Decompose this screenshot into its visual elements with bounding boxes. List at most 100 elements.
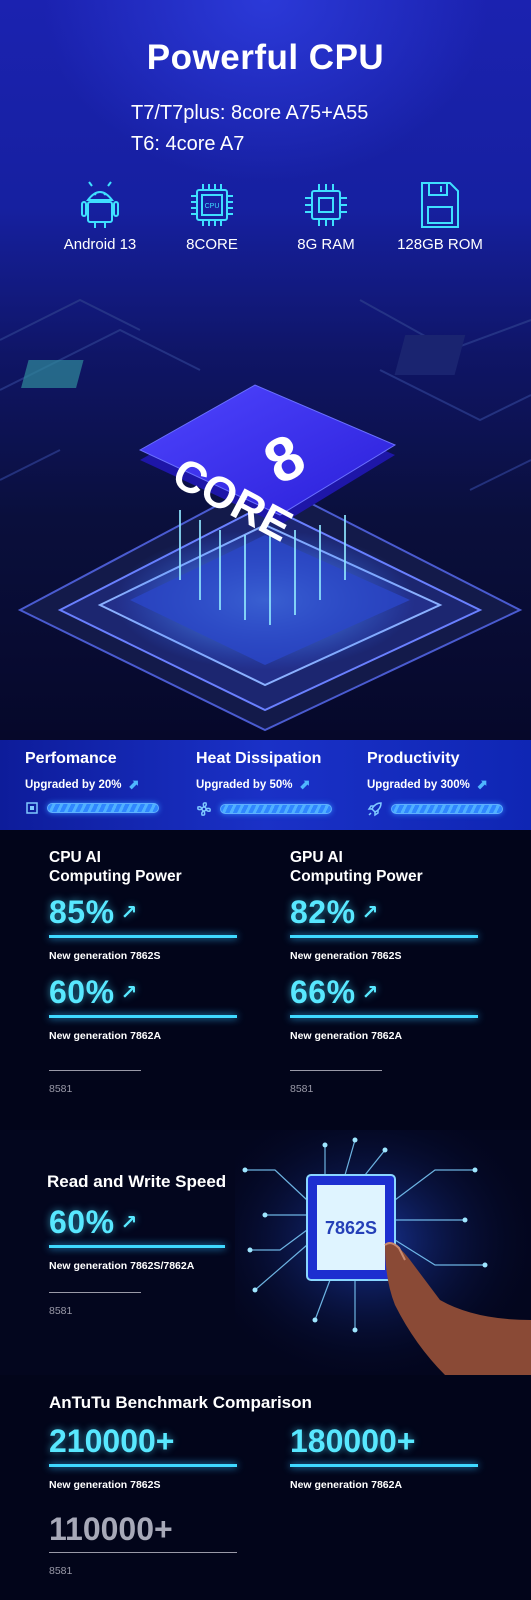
rw-value: 60% ↗ xyxy=(49,1204,239,1241)
spec-label: 8CORE xyxy=(186,236,238,253)
antutu-bar xyxy=(49,1552,237,1553)
rw-bar-8581 xyxy=(49,1292,141,1293)
rw-chip-text: 7862S xyxy=(325,1218,377,1238)
stat-subtitle: Upgraded by 300% ⬈ xyxy=(367,776,531,793)
value-text: 60% xyxy=(49,1204,115,1240)
value-text: 60% xyxy=(49,974,115,1010)
label-7862a: New generation 7862A xyxy=(290,1030,403,1042)
label-7862a: New generation 7862A xyxy=(49,1030,162,1042)
stat-title: Productivity xyxy=(367,750,460,767)
stat-subtitle: Upgraded by 20% ⬈ xyxy=(25,776,190,793)
fan-icon xyxy=(197,802,211,816)
spec-ram: 8G RAM xyxy=(266,180,386,253)
antutu-value: 110000+ xyxy=(49,1511,173,1547)
value-7862s: 85% ↗ xyxy=(49,894,249,931)
cpu-spec-line-1: T7/T7plus: 8core A75+A55 xyxy=(131,102,369,124)
spec-cpu: CPU 8CORE xyxy=(152,180,272,253)
antutu-title: AnTuTu Benchmark Comparison xyxy=(49,1393,312,1412)
stat-title: Perfomance xyxy=(25,750,117,767)
rocket-icon xyxy=(367,802,382,817)
antutu-section: AnTuTu Benchmark Comparison 210000+ New … xyxy=(0,1375,531,1600)
stat-title: Heat Dissipation xyxy=(196,750,322,767)
cpu-chip-icon: CPU xyxy=(191,184,233,226)
antutu-value: 180000+ xyxy=(290,1423,416,1459)
stat-sub-text: Upgraded by 300% xyxy=(367,778,470,791)
antutu-label: New generation 7862A xyxy=(290,1479,403,1491)
chip-icon xyxy=(26,802,38,814)
title-line-2: Computing Power xyxy=(49,868,182,885)
rw-title: Read and Write Speed xyxy=(47,1172,227,1191)
ai-computing-section: CPU AI Computing Power 85% ↗ New generati… xyxy=(0,830,531,1130)
stat-progress-bar xyxy=(391,804,503,814)
title-line-2: Computing Power xyxy=(290,868,423,885)
cpu-ai-column: CPU AI Computing Power 85% ↗ New generati… xyxy=(49,848,249,1095)
sd-card-icon xyxy=(421,182,459,228)
gpu-ai-title: GPU AI Computing Power xyxy=(290,848,490,886)
spec-label: 128GB ROM xyxy=(397,236,483,253)
stat-progress-bar xyxy=(220,804,332,814)
antutu-label: New generation 7862S xyxy=(49,1479,161,1491)
spec-rom: 128GB ROM xyxy=(380,180,500,253)
arrow-up-icon: ↗ xyxy=(120,902,138,924)
stat-bar-row xyxy=(25,801,190,815)
stat-heat-dissipation: Heat Dissipation Upgraded by 50% ⬈ xyxy=(196,750,361,817)
read-write-section: 7862S Read and Write Speed 60% ↗ New gene… xyxy=(0,1130,531,1375)
stat-progress-bar xyxy=(47,803,159,813)
antutu-label: 8581 xyxy=(49,1565,73,1577)
cpu-ai-title: CPU AI Computing Power xyxy=(49,848,249,886)
stat-sub-text: Upgraded by 50% xyxy=(196,778,293,791)
stat-productivity: Productivity Upgraded by 300% ⬈ xyxy=(367,750,531,817)
value-7862a: 60% ↗ xyxy=(49,974,249,1011)
bar-7862a xyxy=(49,1015,237,1018)
spec-label: 8G RAM xyxy=(297,236,355,253)
spec-label: Android 13 xyxy=(63,236,137,253)
antutu-8581: 110000+ 8581 xyxy=(49,1511,249,1577)
rw-bar-new xyxy=(49,1245,225,1248)
value-7862a: 66% ↗ xyxy=(290,974,490,1011)
circuit-board-illustration: 8 CORE xyxy=(0,298,531,732)
arrow-up-icon: ↗ xyxy=(361,982,379,1004)
label-8581: 8581 xyxy=(290,1083,314,1095)
label-7862s: New generation 7862S xyxy=(49,950,161,962)
bar-8581 xyxy=(290,1070,382,1071)
hero-section: Powerful CPU T7/T7plus: 8core A75+A55 T6… xyxy=(0,0,531,740)
antutu-7862s: 210000+ New generation 7862S xyxy=(49,1423,249,1491)
rw-stats: 60% ↗ New generation 7862S/7862A 8581 xyxy=(49,1204,239,1317)
spec-android: Android 13 xyxy=(40,180,160,253)
stat-subtitle: Upgraded by 50% ⬈ xyxy=(196,776,361,793)
title-line-1: CPU AI xyxy=(49,849,101,866)
arrow-up-icon: ↗ xyxy=(120,982,138,1004)
antutu-bar xyxy=(49,1464,237,1467)
bar-7862a xyxy=(290,1015,478,1018)
stat-bar-row xyxy=(367,801,531,817)
label-8581: 8581 xyxy=(49,1083,73,1095)
title-line-1: GPU AI xyxy=(290,849,343,866)
value-text: 82% xyxy=(290,894,356,930)
stat-bar-row xyxy=(196,801,361,817)
upgrade-stats-band: Perfomance Upgraded by 20% ⬈ Heat Dissip… xyxy=(0,740,531,830)
page-title: Powerful CPU xyxy=(146,38,385,77)
stat-performance: Perfomance Upgraded by 20% ⬈ xyxy=(25,750,190,815)
label-7862s: New generation 7862S xyxy=(290,950,402,962)
rw-label-new: New generation 7862S/7862A xyxy=(49,1260,195,1272)
bar-8581 xyxy=(49,1070,141,1071)
ram-chip-icon xyxy=(305,184,347,226)
arrow-up-icon: ⬈ xyxy=(298,776,311,792)
antutu-7862a: 180000+ New generation 7862A xyxy=(290,1423,490,1491)
stat-sub-text: Upgraded by 20% xyxy=(25,778,122,791)
arrow-up-icon: ⬈ xyxy=(127,776,140,792)
cpu-spec-line-2: T6: 4core A7 xyxy=(131,133,245,155)
antutu-value: 210000+ xyxy=(49,1423,175,1459)
arrow-up-icon: ⬈ xyxy=(475,776,488,792)
rw-label-8581: 8581 xyxy=(49,1305,73,1317)
bar-7862s xyxy=(290,935,478,938)
arrow-up-icon: ↗ xyxy=(120,1212,138,1234)
value-text: 85% xyxy=(49,894,115,930)
chip-circuit-hand-illustration: 7862S xyxy=(235,1130,531,1375)
value-7862s: 82% ↗ xyxy=(290,894,490,931)
arrow-up-icon: ↗ xyxy=(361,902,379,924)
android-icon xyxy=(81,181,119,228)
antutu-bar xyxy=(290,1464,478,1467)
gpu-ai-column: GPU AI Computing Power 82% ↗ New generati… xyxy=(290,848,490,1095)
cpu-chip-text: CPU xyxy=(205,203,220,210)
